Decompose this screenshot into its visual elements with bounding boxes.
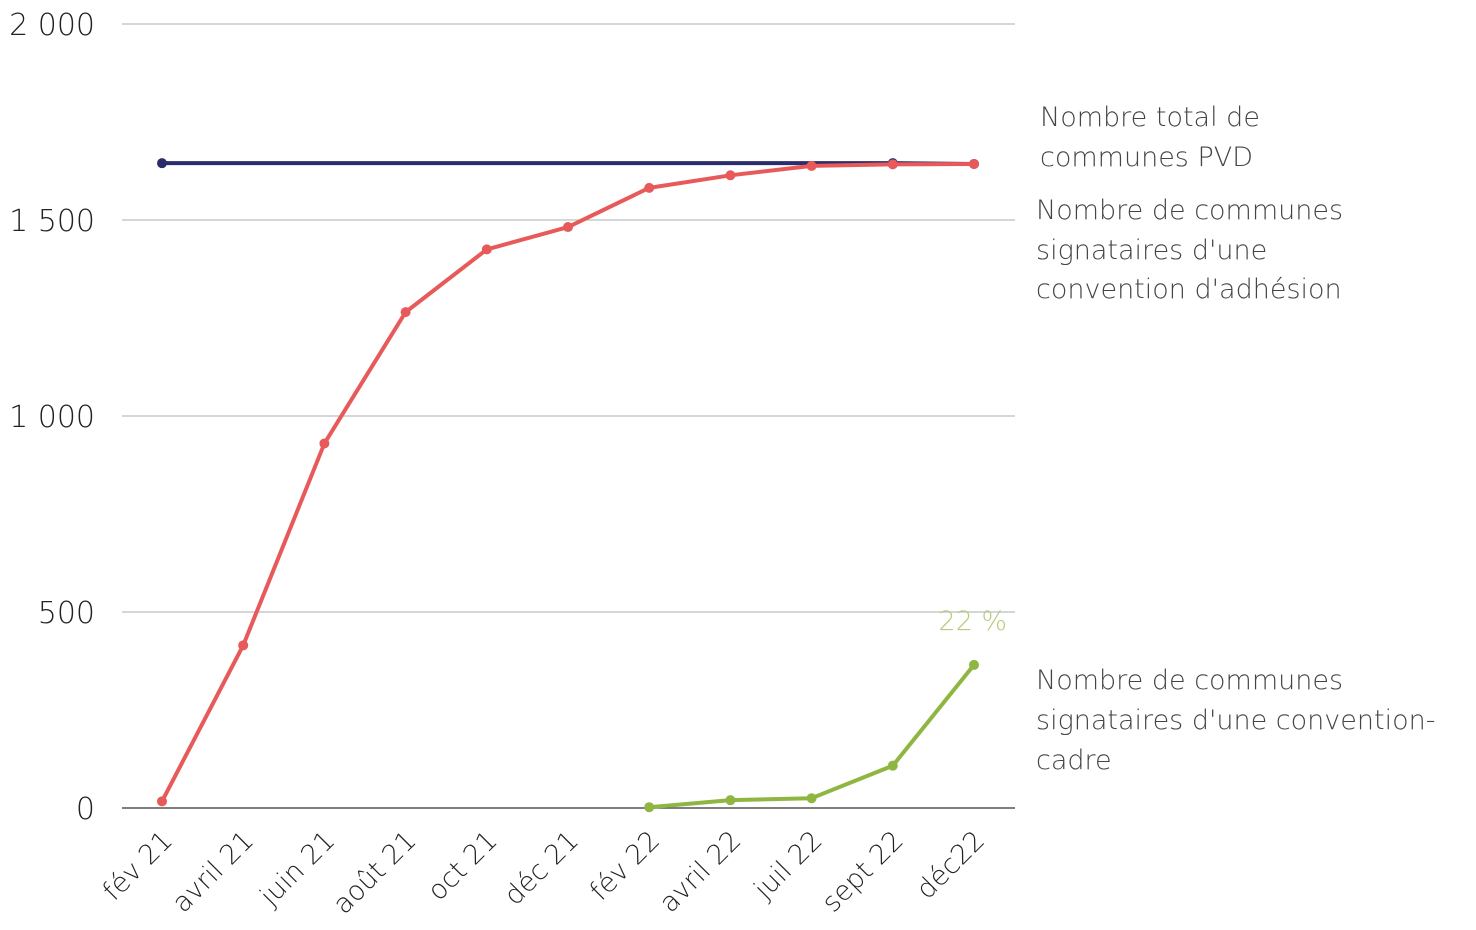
legend-total-line-1: Nombre total de: [1040, 102, 1260, 133]
series-1-point: [563, 222, 573, 233]
y-tick-label: 1 500: [9, 204, 95, 239]
y-tick-label: 2 000: [9, 8, 95, 43]
legend-adhesion: Nombre de communes signataires d'une con…: [1036, 195, 1343, 305]
series-1-point: [238, 640, 249, 651]
x-tick-label: oct 21: [422, 825, 504, 907]
x-tick-label: fév 21: [97, 825, 179, 907]
series-0-point: [157, 158, 167, 169]
x-tick-label: sept 22: [816, 825, 910, 919]
series-1-point: [157, 796, 167, 807]
series-1-point: [319, 438, 330, 449]
legend-cadre: Nombre de communes signataires d'une con…: [1036, 665, 1435, 776]
series-2-point: [725, 795, 736, 806]
x-tick-label: juil 22: [748, 825, 829, 906]
gridlines: [122, 23, 1015, 809]
series-1-point: [725, 170, 736, 181]
series-2-point: [644, 802, 655, 813]
series-1-point: [969, 158, 979, 169]
series-1-point: [806, 160, 817, 171]
legend-total: Nombre total de communes PVD: [1040, 102, 1260, 173]
x-tick-label: avril 21: [166, 825, 260, 919]
legend-total-line-2: communes PVD: [1040, 142, 1253, 173]
x-tick-label: avril 22: [654, 825, 748, 919]
legend-cadre-line-3: cadre: [1036, 745, 1112, 776]
legend-adhesion-line-3: convention d'adhésion: [1036, 274, 1342, 305]
series-lines: [157, 158, 979, 813]
y-tick-label: 0: [76, 792, 95, 827]
legend-adhesion-line-1: Nombre de communes: [1036, 195, 1343, 226]
x-tick-label: août 21: [327, 825, 422, 920]
y-tick-label: 500: [38, 596, 95, 631]
series-2-point: [806, 793, 817, 804]
x-tick-label: déc22: [910, 825, 991, 906]
y-tick-label: 1 000: [9, 400, 95, 435]
series-1-point: [644, 182, 655, 193]
x-tick-label: fév 22: [584, 825, 666, 907]
legend-cadre-line-1: Nombre de communes: [1036, 665, 1343, 696]
series-1-point: [400, 307, 411, 318]
x-tick-label: déc 21: [498, 825, 585, 912]
series-line-2: [647, 662, 976, 810]
y-axis-ticks: 0 500 1 000 1 500 2 000: [9, 8, 95, 827]
annotations: 22 %: [938, 606, 1007, 637]
data-label: 22 %: [938, 606, 1007, 637]
series-2-point: [969, 659, 979, 670]
legend-adhesion-line-2: signataires d'une: [1036, 235, 1267, 266]
legend-cadre-line-2: signataires d'une convention-: [1036, 705, 1435, 736]
series-1-point: [887, 159, 898, 170]
series-line-1: [160, 161, 976, 804]
series-1-point: [481, 244, 492, 255]
series-2-point: [887, 760, 898, 771]
